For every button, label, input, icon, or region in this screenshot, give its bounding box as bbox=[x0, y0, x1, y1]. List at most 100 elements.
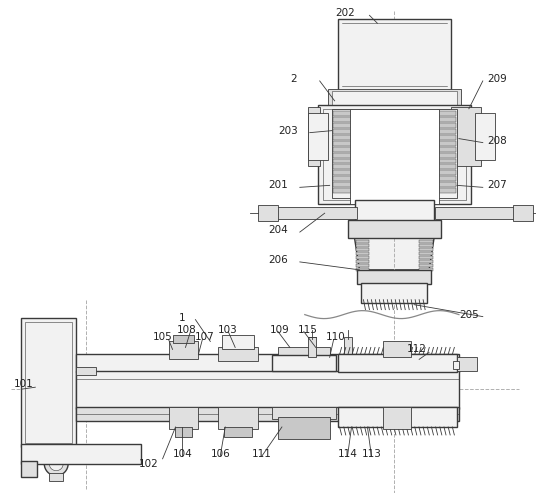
Bar bbox=[348, 220, 441, 238]
Bar bbox=[451, 107, 481, 166]
Bar bbox=[332, 147, 351, 152]
Bar bbox=[438, 111, 456, 116]
Circle shape bbox=[187, 354, 197, 365]
Bar bbox=[475, 113, 495, 161]
Bar bbox=[419, 252, 433, 255]
Text: 101: 101 bbox=[13, 379, 33, 389]
Bar bbox=[218, 407, 258, 429]
Text: 114: 114 bbox=[338, 449, 357, 459]
Text: 203: 203 bbox=[278, 125, 298, 136]
Bar bbox=[218, 347, 258, 361]
Bar bbox=[344, 337, 351, 357]
Text: 112: 112 bbox=[407, 344, 427, 354]
Bar bbox=[419, 268, 433, 271]
Text: 209: 209 bbox=[487, 74, 506, 84]
Bar bbox=[419, 248, 433, 251]
Text: 104: 104 bbox=[173, 449, 192, 459]
Bar bbox=[168, 341, 199, 359]
Bar bbox=[332, 176, 351, 181]
Bar bbox=[357, 270, 431, 284]
Bar bbox=[272, 407, 336, 419]
Bar bbox=[435, 207, 527, 219]
Bar bbox=[332, 153, 351, 158]
Bar bbox=[356, 248, 370, 251]
Bar bbox=[76, 407, 459, 421]
Bar bbox=[258, 205, 278, 221]
Bar bbox=[332, 170, 351, 175]
Text: 202: 202 bbox=[336, 8, 356, 18]
Bar bbox=[438, 123, 456, 127]
Polygon shape bbox=[355, 238, 434, 270]
Bar bbox=[265, 207, 357, 219]
Bar bbox=[331, 109, 351, 198]
Bar bbox=[332, 159, 351, 164]
Bar bbox=[224, 427, 252, 437]
Bar bbox=[308, 107, 320, 166]
Bar bbox=[356, 260, 370, 263]
Bar bbox=[22, 444, 141, 464]
Bar bbox=[438, 188, 456, 193]
Bar bbox=[25, 322, 72, 443]
Bar bbox=[332, 123, 351, 127]
Bar bbox=[356, 252, 370, 255]
Bar bbox=[438, 182, 456, 187]
Text: 105: 105 bbox=[153, 332, 172, 342]
Bar bbox=[338, 19, 451, 91]
Text: 102: 102 bbox=[139, 459, 159, 469]
Bar bbox=[278, 347, 330, 357]
Circle shape bbox=[365, 112, 373, 120]
Bar bbox=[308, 337, 316, 357]
Bar bbox=[362, 283, 427, 303]
Text: 108: 108 bbox=[176, 325, 196, 334]
Bar bbox=[457, 357, 477, 371]
Text: 1: 1 bbox=[179, 313, 185, 323]
Bar bbox=[356, 244, 370, 247]
Bar bbox=[355, 200, 434, 222]
Bar bbox=[437, 109, 457, 198]
Bar bbox=[332, 128, 351, 134]
Text: 110: 110 bbox=[325, 332, 345, 342]
Bar bbox=[438, 153, 456, 158]
Bar bbox=[76, 368, 96, 375]
Bar bbox=[76, 371, 459, 409]
Bar bbox=[173, 335, 194, 343]
Text: 111: 111 bbox=[252, 449, 272, 459]
Bar bbox=[350, 109, 439, 204]
Circle shape bbox=[174, 353, 187, 366]
Text: 2: 2 bbox=[290, 74, 296, 84]
Text: 115: 115 bbox=[298, 325, 318, 334]
Bar bbox=[419, 260, 433, 263]
Text: 107: 107 bbox=[194, 332, 214, 342]
Circle shape bbox=[401, 353, 409, 361]
Text: 205: 205 bbox=[459, 310, 479, 320]
Bar bbox=[49, 473, 63, 481]
Circle shape bbox=[49, 457, 63, 471]
Bar bbox=[308, 113, 328, 161]
Bar bbox=[419, 264, 433, 267]
Bar bbox=[272, 355, 336, 371]
Bar bbox=[356, 268, 370, 271]
Text: 204: 204 bbox=[268, 225, 288, 235]
Bar bbox=[332, 188, 351, 193]
Text: 109: 109 bbox=[270, 325, 290, 334]
Bar bbox=[419, 244, 433, 247]
Text: 106: 106 bbox=[210, 449, 230, 459]
Text: 206: 206 bbox=[268, 255, 288, 265]
Bar bbox=[168, 407, 199, 429]
Bar bbox=[222, 335, 254, 349]
Bar bbox=[332, 111, 351, 116]
Bar bbox=[419, 256, 433, 259]
Bar bbox=[332, 165, 351, 169]
Bar bbox=[438, 176, 456, 181]
Circle shape bbox=[516, 207, 528, 219]
Text: 113: 113 bbox=[362, 449, 381, 459]
Text: 208: 208 bbox=[487, 135, 506, 146]
Bar bbox=[338, 407, 457, 427]
Bar bbox=[384, 407, 411, 429]
Bar bbox=[356, 264, 370, 267]
Bar bbox=[22, 318, 76, 447]
Bar bbox=[332, 141, 351, 146]
Circle shape bbox=[44, 452, 68, 476]
Bar bbox=[438, 117, 456, 122]
Bar bbox=[278, 417, 330, 439]
